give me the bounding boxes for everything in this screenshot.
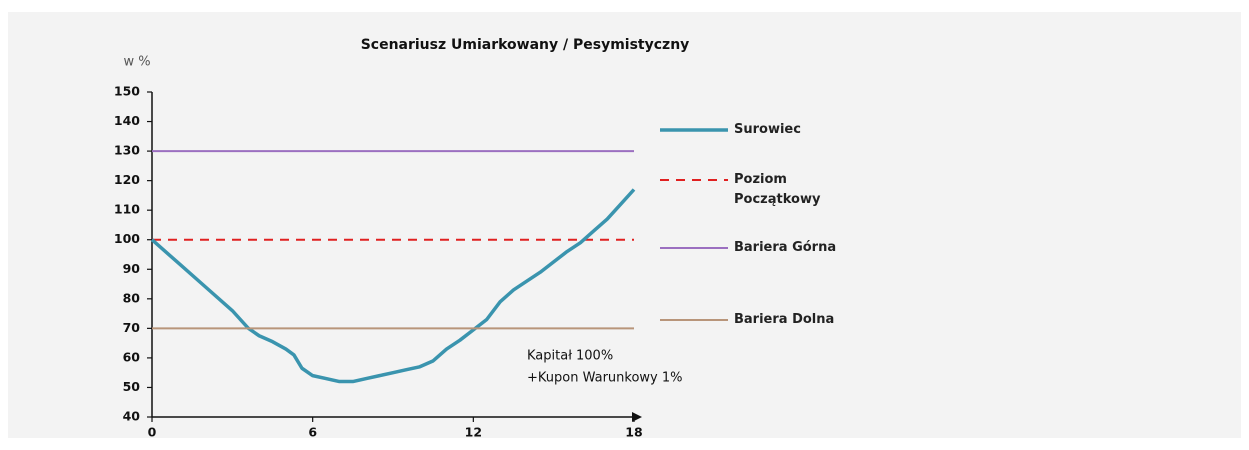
y-tick-label: 150 xyxy=(114,84,140,99)
chart: Scenariusz Umiarkowany / Pesymistyczny w… xyxy=(114,37,728,439)
y-tick-label: 120 xyxy=(114,172,140,187)
x-tick-label: 18 xyxy=(625,425,642,439)
chart-title: Scenariusz Umiarkowany / Pesymistyczny xyxy=(361,37,690,53)
y-tick-label: 80 xyxy=(123,290,141,305)
y-tick-label: 40 xyxy=(123,409,141,424)
annotation: +Kupon Warunkowy 1% xyxy=(527,371,683,386)
x-tick-label: 12 xyxy=(465,425,482,439)
y-tick-label: 100 xyxy=(114,231,140,246)
legend-label: Surowiec xyxy=(734,122,801,137)
y-tick-label: 50 xyxy=(123,379,141,394)
legend-label: Bariera Dolna xyxy=(734,312,835,327)
legend-label: Poziom Początkowy xyxy=(734,172,821,207)
legend-label: Bariera Górna xyxy=(734,240,837,255)
y-tick-label: 140 xyxy=(114,113,140,128)
x-tick-label: 0 xyxy=(148,425,157,439)
y-axis-label: w % xyxy=(123,55,150,70)
annotation: Kapitał 100% xyxy=(527,349,613,364)
y-tick-label: 70 xyxy=(123,320,141,335)
series-line xyxy=(150,188,636,384)
y-tick-label: 130 xyxy=(114,143,140,158)
y-tick-label: 110 xyxy=(114,202,140,217)
y-tick-label: 60 xyxy=(123,349,141,364)
y-tick-label: 90 xyxy=(123,261,141,276)
x-tick-label: 6 xyxy=(308,425,317,439)
chart-area: Scenariusz Umiarkowany / Pesymistyczny w… xyxy=(8,12,1241,438)
